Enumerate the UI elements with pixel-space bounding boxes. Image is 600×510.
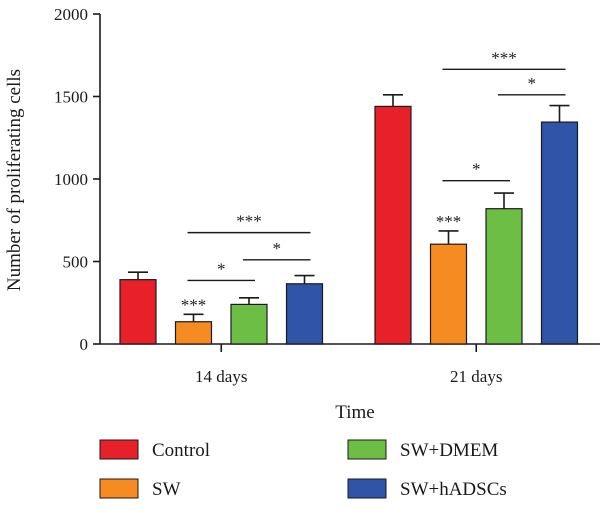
legend-label: Control: [152, 440, 210, 461]
y-tick-label: 2000: [54, 5, 88, 24]
y-axis-title: Number of proliferating cells: [4, 69, 25, 291]
bar: [119, 279, 157, 345]
bar: [485, 208, 523, 345]
legend-swatch: [99, 478, 139, 499]
x-tick-label: 14 days: [195, 367, 247, 386]
significance-label: *: [217, 259, 226, 278]
significance-annotations: ******** ********: [181, 48, 566, 314]
significance-label: ***: [181, 295, 207, 314]
significance-label: ***: [236, 212, 262, 231]
legend-label: SW+hADSCs: [400, 479, 507, 500]
y-tick-label: 0: [80, 335, 89, 354]
bar: [174, 321, 213, 345]
legend-swatch: [347, 439, 387, 460]
legend-label: SW+DMEM: [400, 440, 498, 461]
legend: Control SW SW+DMEM SW+hADSCs: [99, 439, 507, 500]
bars: [119, 94, 579, 345]
bar: [540, 121, 579, 345]
y-tick-label: 500: [63, 253, 89, 272]
x-axis-title: Time: [335, 402, 374, 423]
bar: [429, 243, 468, 345]
x-tick-label: 21 days: [450, 367, 502, 386]
significance-label: ***: [436, 212, 462, 231]
y-tick-label: 1000: [54, 170, 88, 189]
y-axis: 0 500 1000 1500 2000: [54, 5, 101, 354]
significance-label: ***: [491, 48, 517, 67]
significance-label: *: [528, 74, 537, 93]
legend-label: SW: [152, 479, 181, 500]
significance-label: *: [273, 239, 282, 258]
bar: [374, 105, 412, 345]
bar: [230, 303, 268, 345]
x-axis: 14 days 21 days: [100, 343, 600, 386]
bar: [285, 283, 324, 345]
significance-label: *: [472, 160, 481, 179]
y-tick-label: 1500: [54, 88, 88, 107]
legend-swatch: [99, 439, 139, 460]
legend-swatch: [347, 478, 387, 499]
